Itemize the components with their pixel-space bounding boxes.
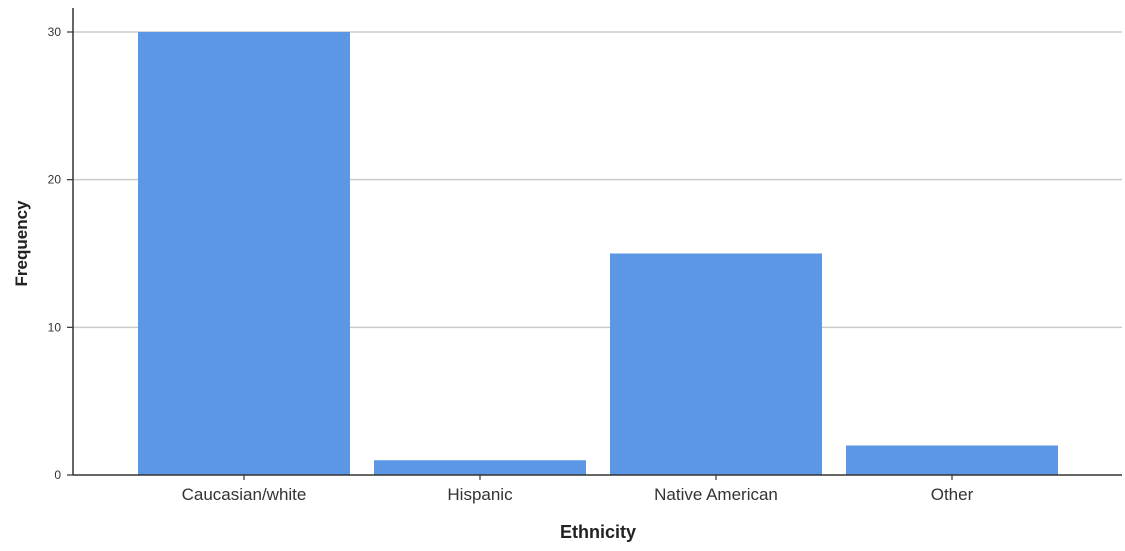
x-tick-label: Native American: [654, 485, 778, 504]
y-tick-label: 10: [48, 320, 62, 334]
y-tick-label: 20: [48, 173, 62, 187]
bar-native-american: [610, 253, 822, 475]
y-tick-label: 0: [54, 468, 61, 482]
y-axis-title: Frequency: [12, 200, 31, 287]
axes: [72, 8, 1122, 476]
y-tick-label: 30: [48, 25, 62, 39]
bar-other: [846, 445, 1058, 475]
x-axis-title: Ethnicity: [560, 522, 636, 542]
bar-hispanic: [374, 460, 586, 475]
bar-caucasian-white: [138, 32, 350, 475]
x-tick-label: Caucasian/white: [182, 485, 307, 504]
y-tick-labels: 0 10 20 30: [48, 25, 73, 482]
bars: [138, 32, 1058, 475]
x-tick-label: Other: [931, 485, 974, 504]
x-tick-labels: Caucasian/white Hispanic Native American Ot…: [182, 475, 974, 504]
x-tick-label: Hispanic: [447, 485, 513, 504]
